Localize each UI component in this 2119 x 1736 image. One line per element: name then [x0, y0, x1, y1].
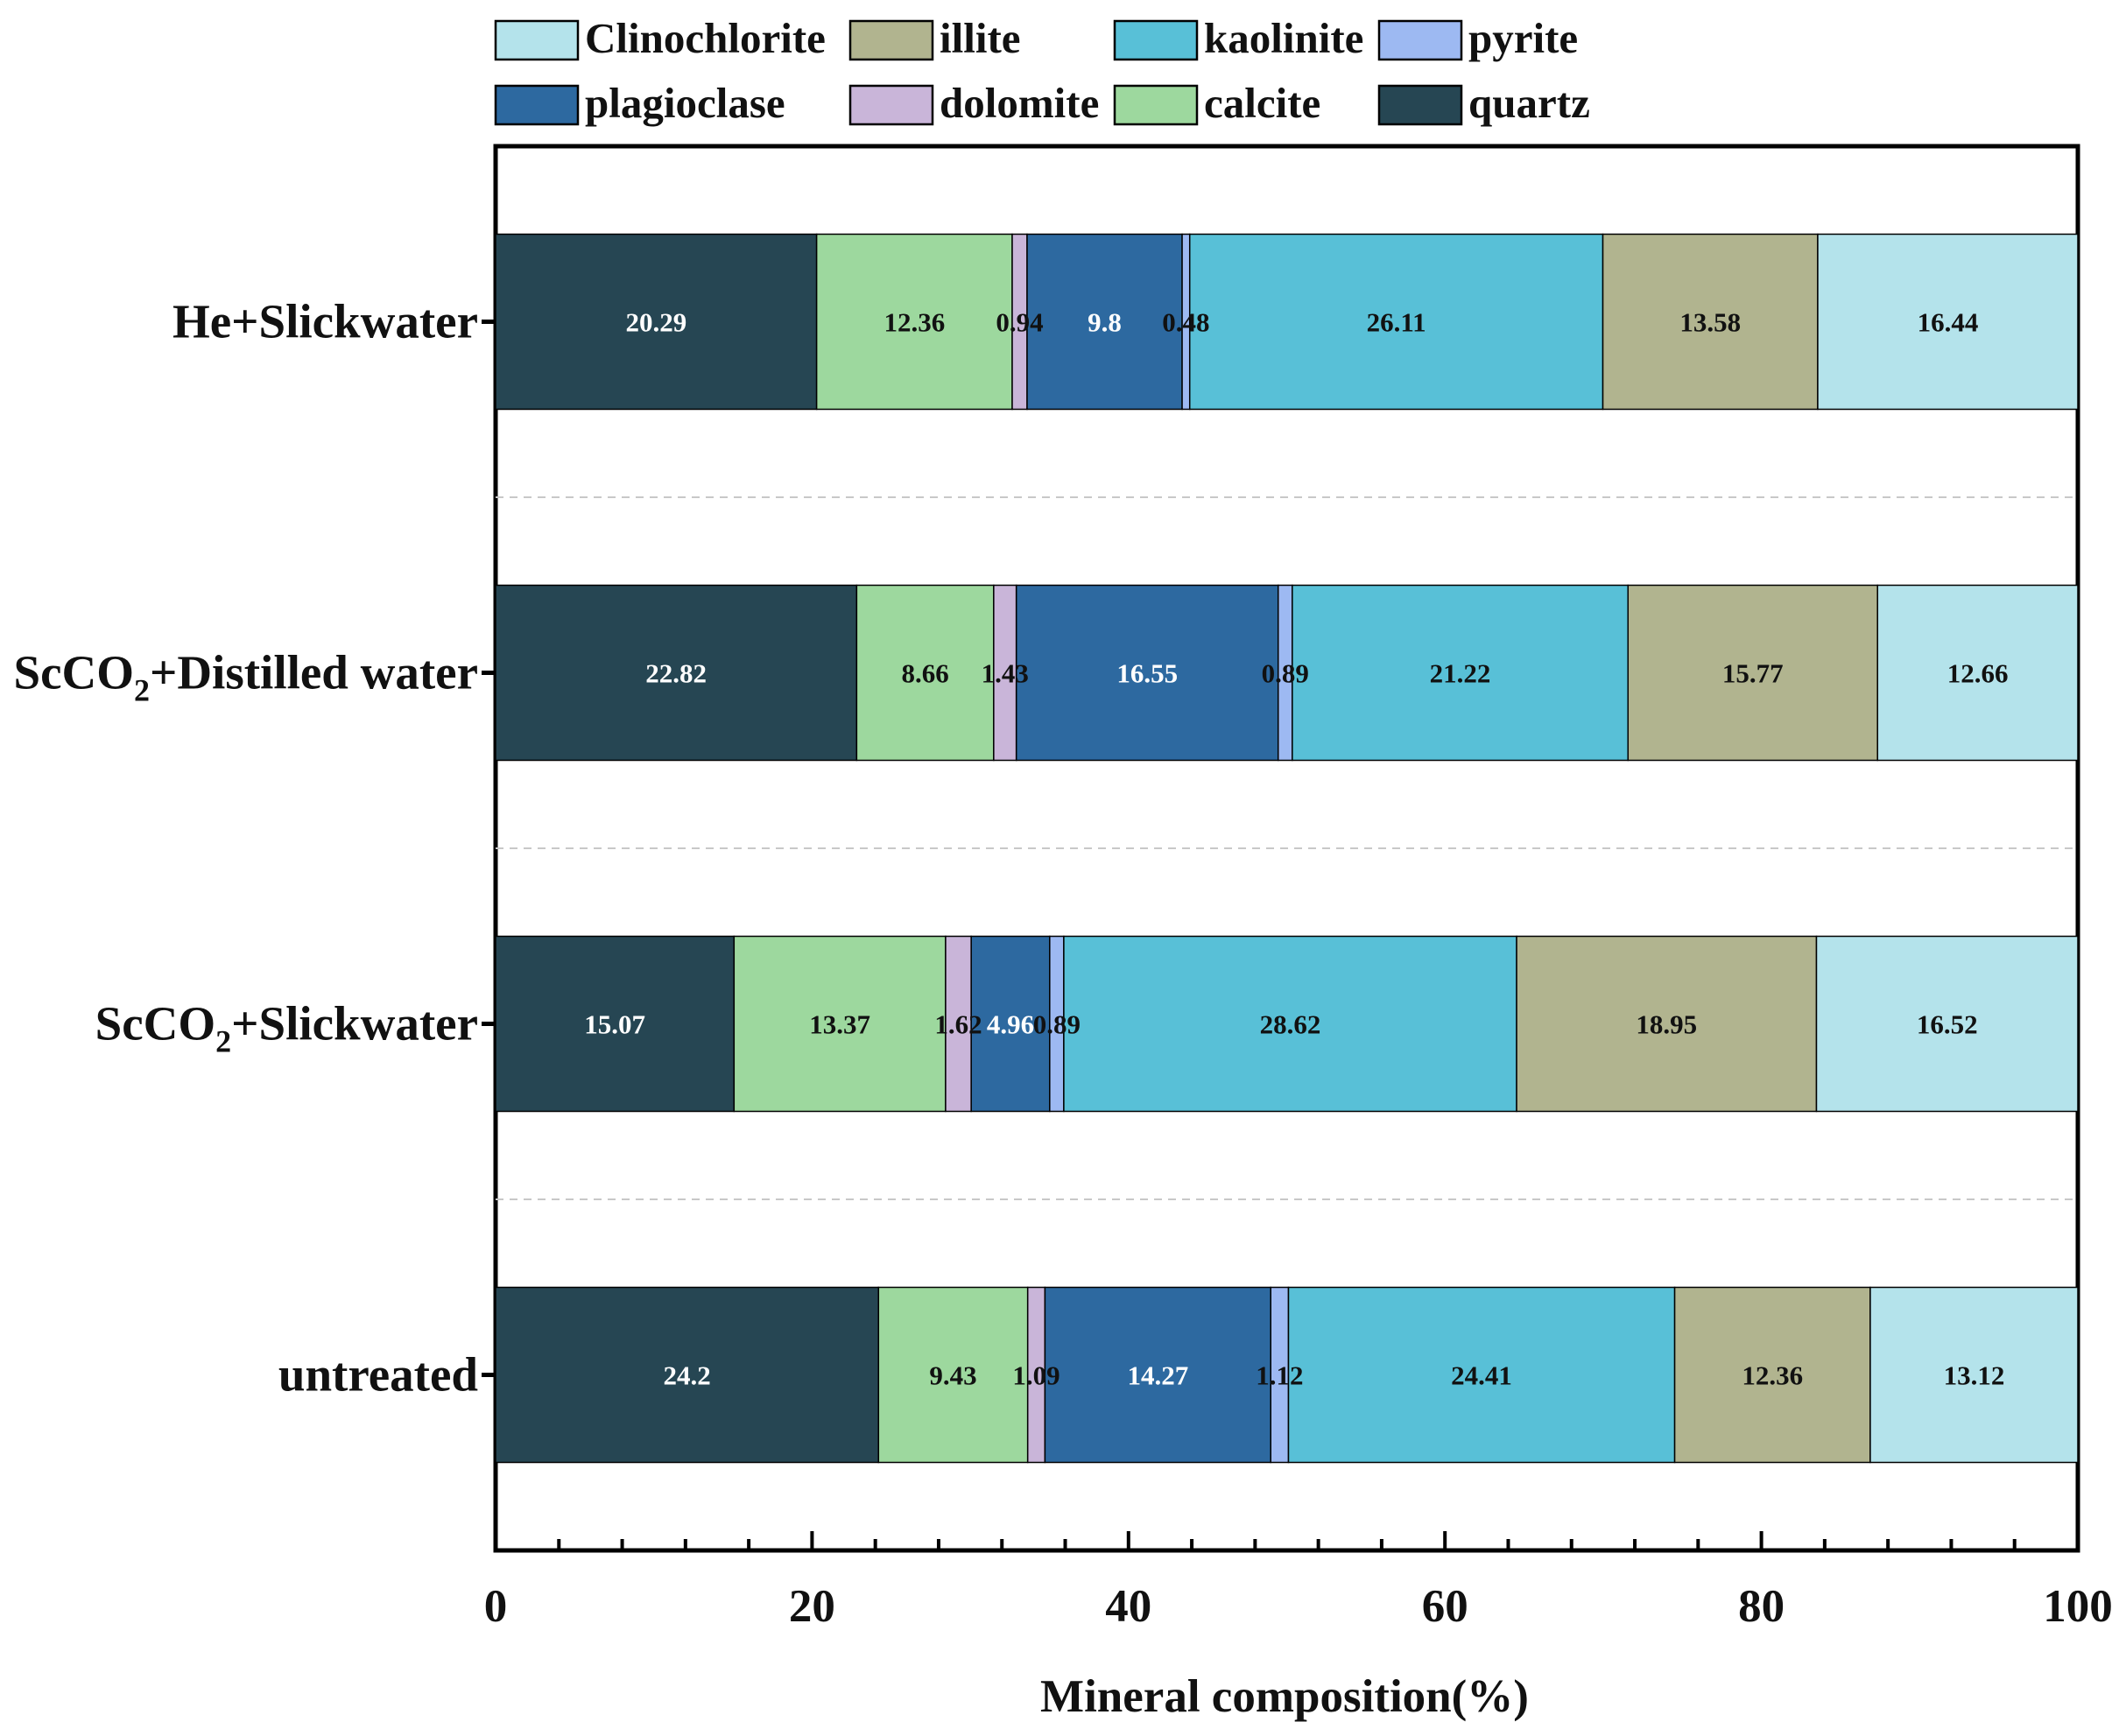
data-label: 22.82 — [645, 658, 707, 689]
legend-label-dolomite: dolomite — [940, 79, 1099, 127]
legend-label-kaolinite: kaolinite — [1204, 14, 1363, 62]
legend-swatch-pyrite — [1377, 19, 1463, 61]
x-tick-label: 0 — [484, 1581, 508, 1632]
data-label: 4.96 — [987, 1009, 1034, 1040]
data-label: 21.22 — [1430, 658, 1491, 689]
category-label: He+Slickwater — [172, 295, 478, 348]
bar-quartz-untreated — [495, 1286, 880, 1464]
data-label: 24.2 — [664, 1360, 711, 1391]
data-label: 0.89 — [1033, 1009, 1081, 1040]
bars — [495, 233, 2079, 1464]
bar-calcite-scco-slickwater — [733, 935, 947, 1113]
category-separators — [496, 496, 2078, 1200]
data-label: 24.41 — [1451, 1360, 1512, 1391]
bar-clinochlorite-he-slickwater — [1817, 233, 2079, 411]
bar-dolomite-scco-slickwater — [945, 935, 972, 1113]
data-label: 15.77 — [1722, 658, 1784, 689]
x-axis-title: Mineral composition(%) — [1040, 1671, 1529, 1722]
bar-labels: 20.29 12.36 0.94 9.8 0.48 26.11 13.58 16.44 22.8… — [584, 307, 2008, 1391]
legend-swatch-dolomite — [848, 84, 934, 126]
bar-dolomite-scco-distilled-water — [993, 584, 1017, 762]
legend-swatch-clinochlorite — [494, 19, 580, 61]
bar-quartz-scco-slickwater — [495, 935, 736, 1113]
data-label: 14.27 — [1127, 1360, 1188, 1391]
data-label: 0.89 — [1262, 658, 1309, 689]
legend-swatch-plagioclase — [494, 84, 580, 126]
legend-label-quartz: quartz — [1468, 79, 1590, 127]
x-axis: 0 20 40 60 80 100 — [484, 1531, 2113, 1632]
data-label: 26.11 — [1367, 307, 1426, 338]
legend-label-clinochlorite: Clinochlorite — [585, 14, 826, 62]
category-label: ScCO2+Distilled water — [13, 646, 478, 708]
legend-label-illite: illite — [940, 14, 1021, 62]
x-tick-label: 40 — [1105, 1581, 1151, 1632]
bar-plagioclase-scco-slickwater — [970, 935, 1051, 1113]
bar-illite-scco-distilled-water — [1627, 584, 1878, 762]
bar-plagioclase-he-slickwater — [1026, 233, 1183, 411]
legend-swatch-calcite — [1113, 84, 1199, 126]
x-tick-label: 80 — [1738, 1581, 1785, 1632]
legend: Clinochlorite illite kaolinite pyrite plagio… — [494, 14, 1590, 127]
y-axis: He+Slickwater ScCO2+Distilled water ScCO2+… — [13, 295, 496, 1402]
data-label: 20.29 — [625, 307, 686, 338]
bar-clinochlorite-scco-slickwater — [1815, 935, 2079, 1113]
data-label: 15.07 — [584, 1009, 645, 1040]
legend-swatch-quartz — [1377, 84, 1463, 126]
data-label: 0.48 — [1162, 307, 1209, 338]
legend-swatch-kaolinite — [1113, 19, 1199, 61]
data-label: 12.36 — [1742, 1360, 1803, 1391]
bar-kaolinite-scco-distilled-water — [1292, 584, 1630, 762]
bar-calcite-untreated — [877, 1286, 1029, 1464]
data-label: 13.58 — [1679, 307, 1741, 338]
bar-clinochlorite-untreated — [1869, 1286, 2079, 1464]
legend-swatch-illite — [848, 19, 934, 61]
data-label: 1.12 — [1256, 1360, 1303, 1391]
data-label: 9.8 — [1088, 307, 1122, 338]
legend-label-plagioclase: plagioclase — [585, 79, 785, 127]
data-label: 16.44 — [1918, 307, 1979, 338]
data-label: 18.95 — [1636, 1009, 1697, 1040]
data-label: 28.62 — [1260, 1009, 1321, 1040]
bar-clinochlorite-scco-distilled-water — [1876, 584, 2079, 762]
bar-plagioclase-untreated — [1044, 1286, 1271, 1464]
bar-quartz-he-slickwater — [495, 233, 818, 411]
data-label: 9.43 — [929, 1360, 976, 1391]
bar-calcite-scco-distilled-water — [855, 584, 995, 762]
bar-kaolinite-scco-slickwater — [1063, 935, 1517, 1113]
data-label: 1.43 — [982, 658, 1029, 689]
data-label: 0.94 — [996, 307, 1043, 338]
legend-label-pyrite: pyrite — [1468, 14, 1578, 62]
data-label: 1.09 — [1012, 1360, 1060, 1391]
data-label: 13.37 — [809, 1009, 870, 1040]
data-label: 8.66 — [901, 658, 948, 689]
category-label: ScCO2+Slickwater — [95, 997, 478, 1059]
x-tick-label: 100 — [2043, 1581, 2113, 1632]
data-label: 12.66 — [1947, 658, 2009, 689]
plot-area: 20.29 12.36 0.94 9.8 0.48 26.11 13.58 16.44 22.8… — [493, 144, 2080, 1553]
x-tick-label: 60 — [1422, 1581, 1468, 1632]
data-label: 12.36 — [884, 307, 945, 338]
data-label: 1.62 — [934, 1009, 982, 1040]
bar-illite-untreated — [1673, 1286, 1871, 1464]
data-label: 16.52 — [1917, 1009, 1978, 1040]
legend-label-calcite: calcite — [1204, 79, 1320, 127]
x-tick-label: 20 — [789, 1581, 835, 1632]
category-label: untreated — [278, 1348, 478, 1402]
data-label: 16.55 — [1116, 658, 1178, 689]
bar-quartz-scco-distilled-water — [495, 584, 858, 762]
data-label: 13.12 — [1944, 1360, 2005, 1391]
bar-illite-scco-slickwater — [1516, 935, 1818, 1113]
